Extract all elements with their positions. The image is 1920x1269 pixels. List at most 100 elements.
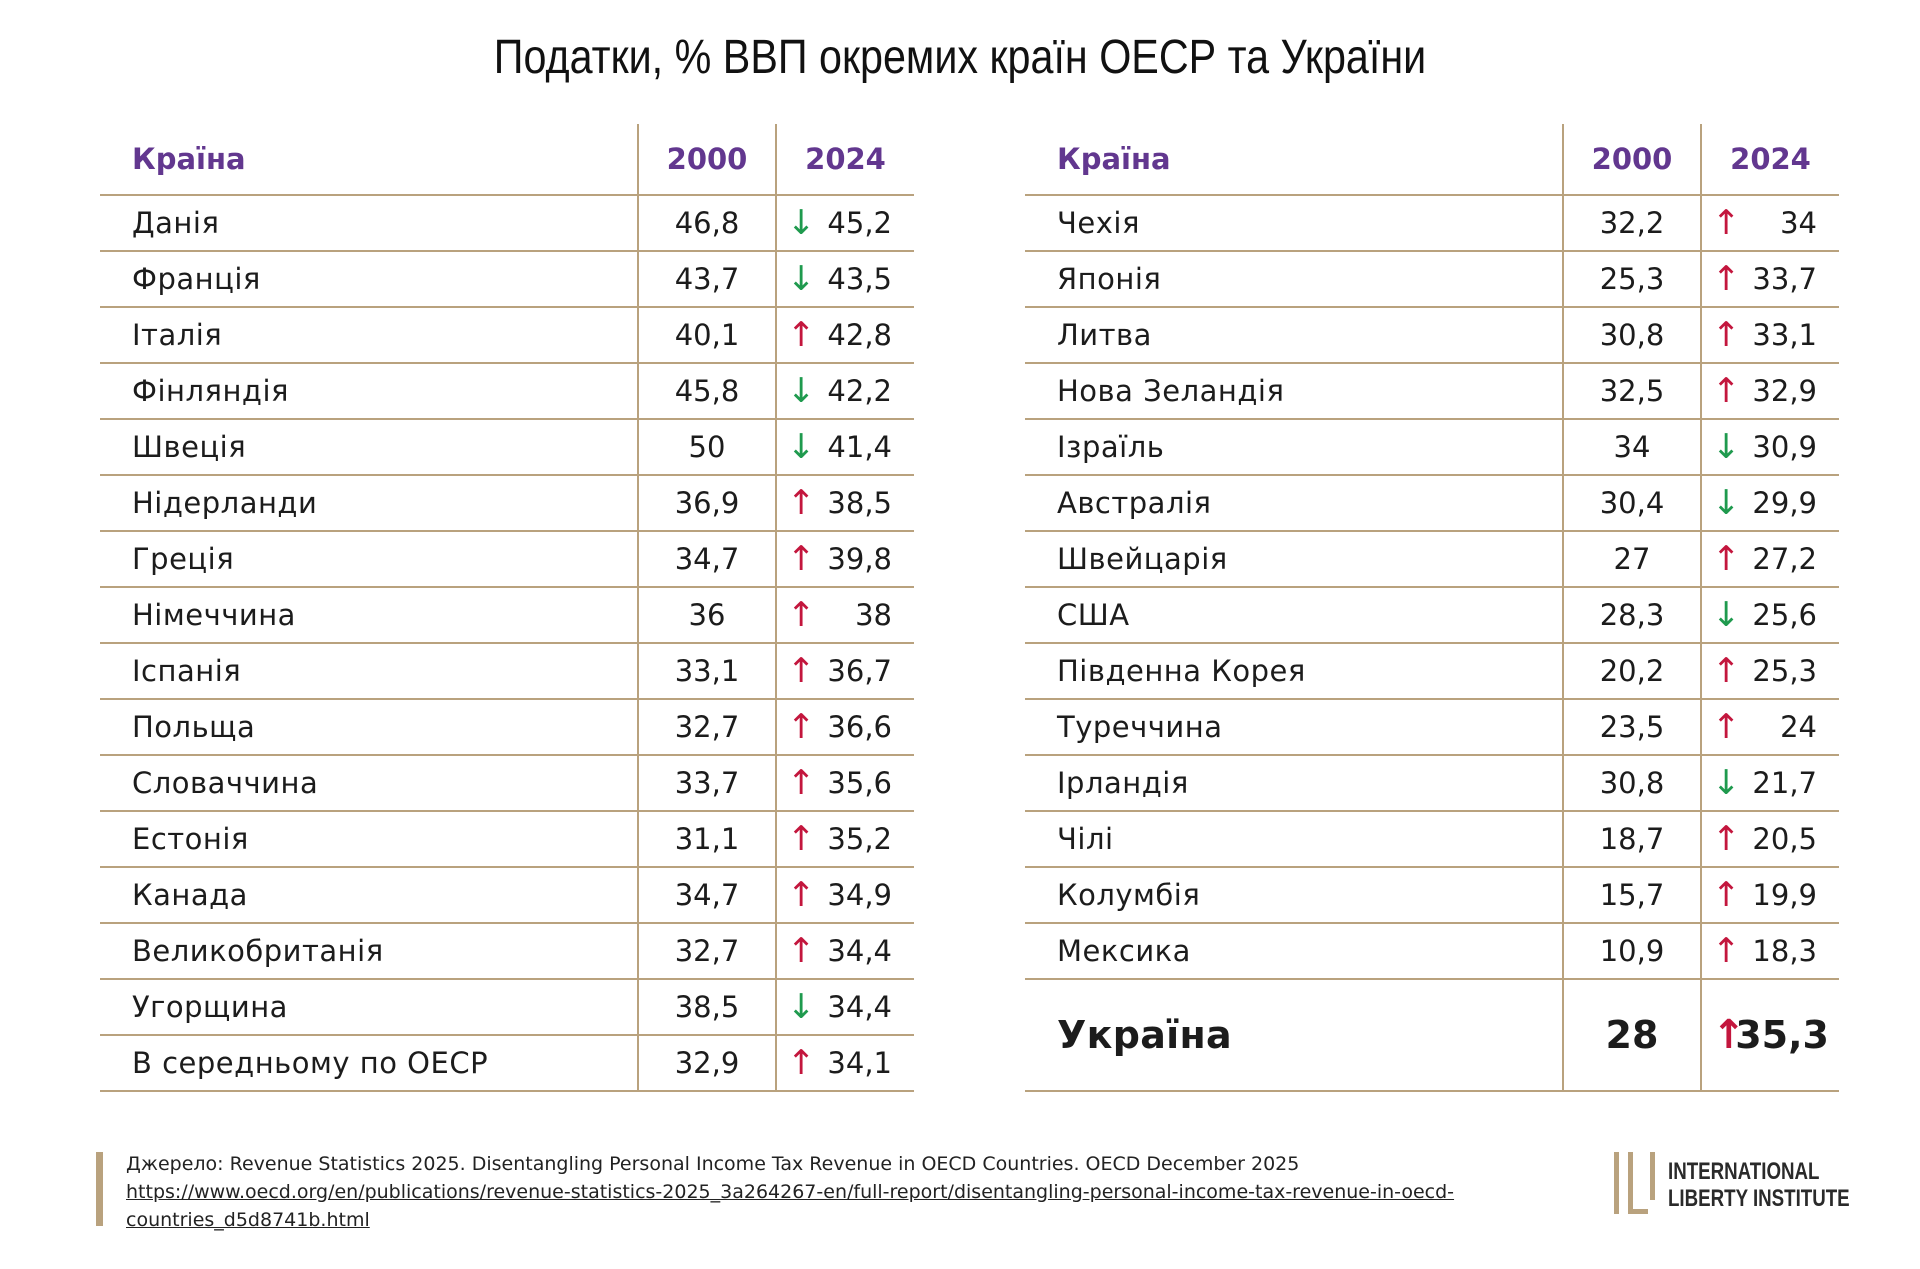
value-2000: 32,2 [1562,195,1701,252]
arrow-up-icon: ↑ [787,539,816,579]
country-name: Великобританія [100,923,638,980]
arrow-up-icon: ↑ [1712,707,1741,747]
arrow-up-icon: ↑ [787,1043,816,1083]
value-2000: 32,5 [1562,363,1701,420]
arrow-up-icon: ↑ [1712,651,1741,691]
column-header-2024: 2024 [1700,124,1839,196]
value-2000: 28,3 [1562,587,1701,644]
arrow-up-icon: ↑ [787,763,816,803]
table-row: Південна Корея 20,2 ↑ 25,3 [1025,643,1839,700]
value-2024-cell: ↑ 42,8 [775,307,914,364]
value-2024-cell: ↑ 39,8 [775,531,914,588]
value-2024-cell: ↑ 19,9 [1700,867,1839,924]
value-2024: 25,3 [1752,654,1817,688]
value-2000: 33,1 [637,643,776,700]
value-2000: 36,9 [637,475,776,532]
arrow-up-icon: ↑ [787,931,816,971]
value-2024-cell: ↑ 33,1 [1700,307,1839,364]
table-row: Німеччина 36 ↑ 38 [100,587,914,644]
arrow-up-icon: ↑ [1712,1012,1746,1058]
institute-logo: INTERNATIONAL LIBERTY INSTITUTE [1612,1150,1852,1220]
table-row: Іспанія 33,1 ↑ 36,7 [100,643,914,700]
value-2000: 28 [1562,979,1701,1092]
value-2024-cell: ↑ 35,2 [775,811,914,868]
arrow-up-icon: ↑ [787,595,816,635]
table-row: Колумбія 15,7 ↑ 19,9 [1025,867,1839,924]
value-2000: 30,8 [1562,307,1701,364]
country-name: Чілі [1025,811,1563,868]
value-2024: 33,1 [1752,318,1817,352]
value-2024-cell: ↓ 29,9 [1700,475,1839,532]
value-2000: 32,9 [637,1035,776,1092]
logo-text: INTERNATIONAL LIBERTY INSTITUTE [1668,1158,1850,1212]
value-2024: 19,9 [1752,878,1817,912]
value-2024: 34,1 [827,1046,892,1080]
arrow-up-icon: ↑ [1712,819,1741,859]
value-2000: 32,7 [637,699,776,756]
column-header-2000: 2000 [637,124,776,196]
arrow-up-icon: ↑ [1712,539,1741,579]
value-2000: 10,9 [1562,923,1701,980]
country-name: Німеччина [100,587,638,644]
value-2024: 38,5 [827,486,892,520]
table-row: Австралія 30,4 ↓ 29,9 [1025,475,1839,532]
value-2024-cell: ↓ 43,5 [775,251,914,308]
value-2000: 45,8 [637,363,776,420]
value-2024-cell: ↑ 36,7 [775,643,914,700]
value-2000: 34 [1562,419,1701,476]
value-2000: 46,8 [637,195,776,252]
arrow-down-icon: ↓ [787,259,816,299]
value-2024-cell: ↑ 38,5 [775,475,914,532]
country-name: Швеція [100,419,638,476]
country-name: Японія [1025,251,1563,308]
arrow-down-icon: ↓ [787,371,816,411]
value-2024: 45,2 [827,206,892,240]
arrow-down-icon: ↓ [1712,427,1741,467]
ili-logo-icon [1614,1152,1655,1214]
value-2024: 30,9 [1752,430,1817,464]
arrow-up-icon: ↑ [787,315,816,355]
value-2000: 20,2 [1562,643,1701,700]
value-2024: 41,4 [827,430,892,464]
table-row: Литва 30,8 ↑ 33,1 [1025,307,1839,364]
value-2024: 36,6 [827,710,892,744]
value-2024-cell: ↑ 36,6 [775,699,914,756]
value-2024-cell: ↑ 34 [1700,195,1839,252]
value-2024-cell: ↑ 34,9 [775,867,914,924]
value-2024-cell: ↓ 34,4 [775,979,914,1036]
country-name: Колумбія [1025,867,1563,924]
table-row: Словаччина 33,7 ↑ 35,6 [100,755,914,812]
value-2024: 42,2 [827,374,892,408]
country-name: Ізраїль [1025,419,1563,476]
country-name: Литва [1025,307,1563,364]
column-header-2024: 2024 [775,124,914,196]
value-2024: 29,9 [1752,486,1817,520]
country-name: Словаччина [100,755,638,812]
value-2024-cell: ↓ 21,7 [1700,755,1839,812]
country-name: Південна Корея [1025,643,1563,700]
table-row: Франція 43,7 ↓ 43,5 [100,251,914,308]
value-2000: 30,4 [1562,475,1701,532]
country-name: Нова Зеландія [1025,363,1563,420]
value-2024: 27,2 [1752,542,1817,576]
arrow-up-icon: ↑ [1712,931,1741,971]
arrow-up-icon: ↑ [1712,203,1741,243]
table-header-row: Країна 2000 2024 [1025,124,1839,196]
arrow-down-icon: ↓ [787,987,816,1027]
value-2000: 33,7 [637,755,776,812]
value-2000: 25,3 [1562,251,1701,308]
value-2000: 38,5 [637,979,776,1036]
value-2024: 34,4 [827,934,892,968]
country-name: Данія [100,195,638,252]
table-row: Ірландія 30,8 ↓ 21,7 [1025,755,1839,812]
country-name: Естонія [100,811,638,868]
value-2024-cell: ↑ 20,5 [1700,811,1839,868]
source-link[interactable]: https://www.oecd.org/en/publications/rev… [126,1181,1455,1231]
arrow-down-icon: ↓ [1712,483,1741,523]
arrow-up-icon: ↑ [787,483,816,523]
arrow-up-icon: ↑ [787,651,816,691]
value-2000: 31,1 [637,811,776,868]
value-2024: 20,5 [1752,822,1817,856]
arrow-down-icon: ↓ [787,427,816,467]
value-2024-cell: ↑ 35,6 [775,755,914,812]
